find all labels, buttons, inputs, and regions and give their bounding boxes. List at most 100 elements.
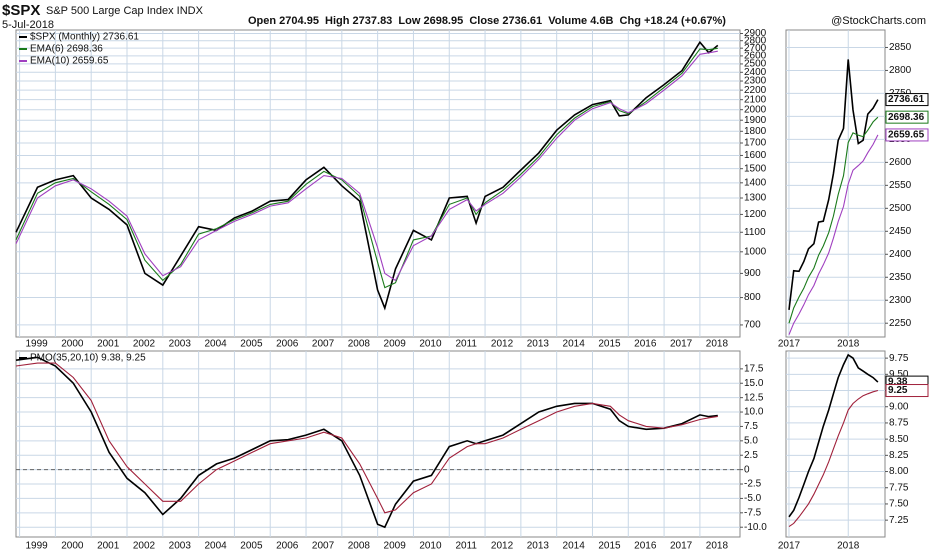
y-tick-label: 2850 [889, 42, 912, 53]
y-tick-label: -10.0 [744, 522, 767, 533]
y-tick-label: 5.0 [744, 435, 758, 446]
y-tick-label: 8.00 [889, 466, 909, 477]
index-name: S&P 500 Large Cap Index INDX [46, 5, 204, 17]
x-tick-label: 2003 [169, 541, 192, 552]
y-tick-label: 2700 [744, 43, 767, 54]
y-tick-label: 2600 [744, 51, 767, 62]
y-tick-label: 9.00 [889, 401, 909, 412]
series-line [788, 116, 879, 324]
last-value-label: 9.25 [888, 385, 908, 396]
x-tick-label: 2016 [634, 339, 657, 350]
x-tick-label: 2002 [133, 339, 156, 350]
last-value-label: 2659.65 [888, 130, 925, 141]
y-tick-label: 7.75 [889, 482, 909, 493]
x-tick-label: 2010 [419, 541, 442, 552]
last-value-label: 2736.61 [888, 94, 925, 105]
x-tick-label: 2013 [527, 339, 550, 350]
y-tick-label: 2550 [889, 180, 912, 191]
x-tick-label: 2010 [419, 339, 442, 350]
y-tick-label: 15.0 [744, 378, 764, 389]
plot-area [785, 29, 886, 338]
x-tick-label: 2015 [598, 541, 621, 552]
x-tick-label: 2001 [97, 541, 120, 552]
x-tick-label: 2017 [778, 541, 801, 552]
y-tick-label: 900 [744, 268, 761, 279]
y-tick-label: 2350 [889, 272, 912, 283]
x-tick-label: 2004 [204, 339, 227, 350]
x-tick-label: 2004 [204, 541, 227, 552]
y-tick-label: 8.75 [889, 418, 909, 429]
y-tick-label: 2450 [889, 226, 912, 237]
x-tick-label: 2012 [491, 541, 514, 552]
y-tick-label: 17.5 [744, 363, 764, 374]
x-tick-label: 2018 [837, 541, 860, 552]
y-tick-label: 2200 [744, 85, 767, 96]
x-tick-label: 2009 [384, 541, 407, 552]
legend-label: PMO(35,20,10) 9.38, 9.25 [30, 353, 146, 364]
series-line [788, 389, 879, 528]
x-tick-label: 2013 [527, 541, 550, 552]
x-tick-label: 2018 [837, 339, 860, 350]
quote: Open 2704.95 High 2737.83 Low 2698.95 Cl… [248, 15, 726, 27]
y-tick-label: 9.50 [889, 369, 909, 380]
last-value-box [885, 93, 929, 107]
y-tick-label: 1400 [744, 177, 767, 188]
x-tick-label: 2006 [276, 339, 299, 350]
y-tick-label: 700 [744, 320, 761, 331]
last-value-label: 2698.36 [888, 112, 925, 123]
y-tick-label: 2500 [744, 59, 767, 70]
y-tick-label: 1100 [744, 227, 766, 238]
y-tick-label: 0 [744, 464, 750, 475]
y-tick-label: 2500 [889, 203, 912, 214]
x-tick-label: 2017 [670, 541, 693, 552]
last-value-box [885, 384, 929, 398]
date: 5-Jul-2018 [2, 19, 54, 31]
legend-label: EMA(6) 2698.36 [30, 44, 103, 55]
x-tick-label: 2018 [706, 541, 729, 552]
y-tick-label: 1900 [744, 115, 767, 126]
last-value-label: 9.38 [888, 377, 908, 388]
y-tick-label: 2.5 [744, 450, 758, 461]
y-tick-label: -7.5 [744, 507, 762, 518]
x-tick-label: 2002 [133, 541, 156, 552]
x-tick-label: 2011 [455, 339, 477, 350]
x-tick-label: 2018 [706, 339, 729, 350]
y-tick-label: 1300 [744, 193, 767, 204]
y-tick-label: 2800 [889, 65, 912, 76]
x-tick-label: 2000 [61, 339, 84, 350]
y-tick-label: 2250 [889, 318, 912, 329]
x-tick-label: 2005 [240, 339, 263, 350]
series-line [15, 50, 718, 282]
x-tick-label: 1999 [25, 339, 48, 350]
y-tick-label: 7.50 [889, 499, 909, 510]
y-tick-label: 1500 [744, 163, 767, 174]
x-tick-label: 2011 [455, 541, 477, 552]
last-value-box [885, 128, 929, 142]
x-tick-label: 2001 [97, 339, 120, 350]
x-tick-label: 2014 [563, 541, 586, 552]
y-tick-label: 1800 [744, 126, 767, 137]
series-line [788, 134, 879, 335]
y-tick-label: -5.0 [744, 493, 762, 504]
x-tick-label: 2007 [312, 541, 335, 552]
y-tick-label: 1700 [744, 138, 767, 149]
y-tick-label: 800 [744, 292, 761, 303]
y-tick-label: 10.0 [744, 407, 764, 418]
y-tick-label: 1600 [744, 150, 767, 161]
y-tick-label: 7.25 [889, 515, 909, 526]
x-tick-label: 2006 [276, 541, 299, 552]
x-tick-label: 2012 [491, 339, 514, 350]
y-tick-label: 2300 [889, 295, 912, 306]
x-tick-label: 2003 [169, 339, 192, 350]
y-tick-label: 2000 [744, 104, 767, 115]
x-tick-label: 2000 [61, 541, 84, 552]
y-tick-label: 2900 [744, 28, 767, 39]
series-line [788, 353, 879, 518]
x-tick-label: 2015 [598, 339, 621, 350]
x-tick-label: 2014 [563, 339, 586, 350]
y-tick-label: 1000 [744, 246, 767, 257]
y-tick-label: 2400 [889, 249, 912, 260]
x-tick-label: 2009 [384, 339, 407, 350]
y-tick-label: 2400 [744, 67, 767, 78]
